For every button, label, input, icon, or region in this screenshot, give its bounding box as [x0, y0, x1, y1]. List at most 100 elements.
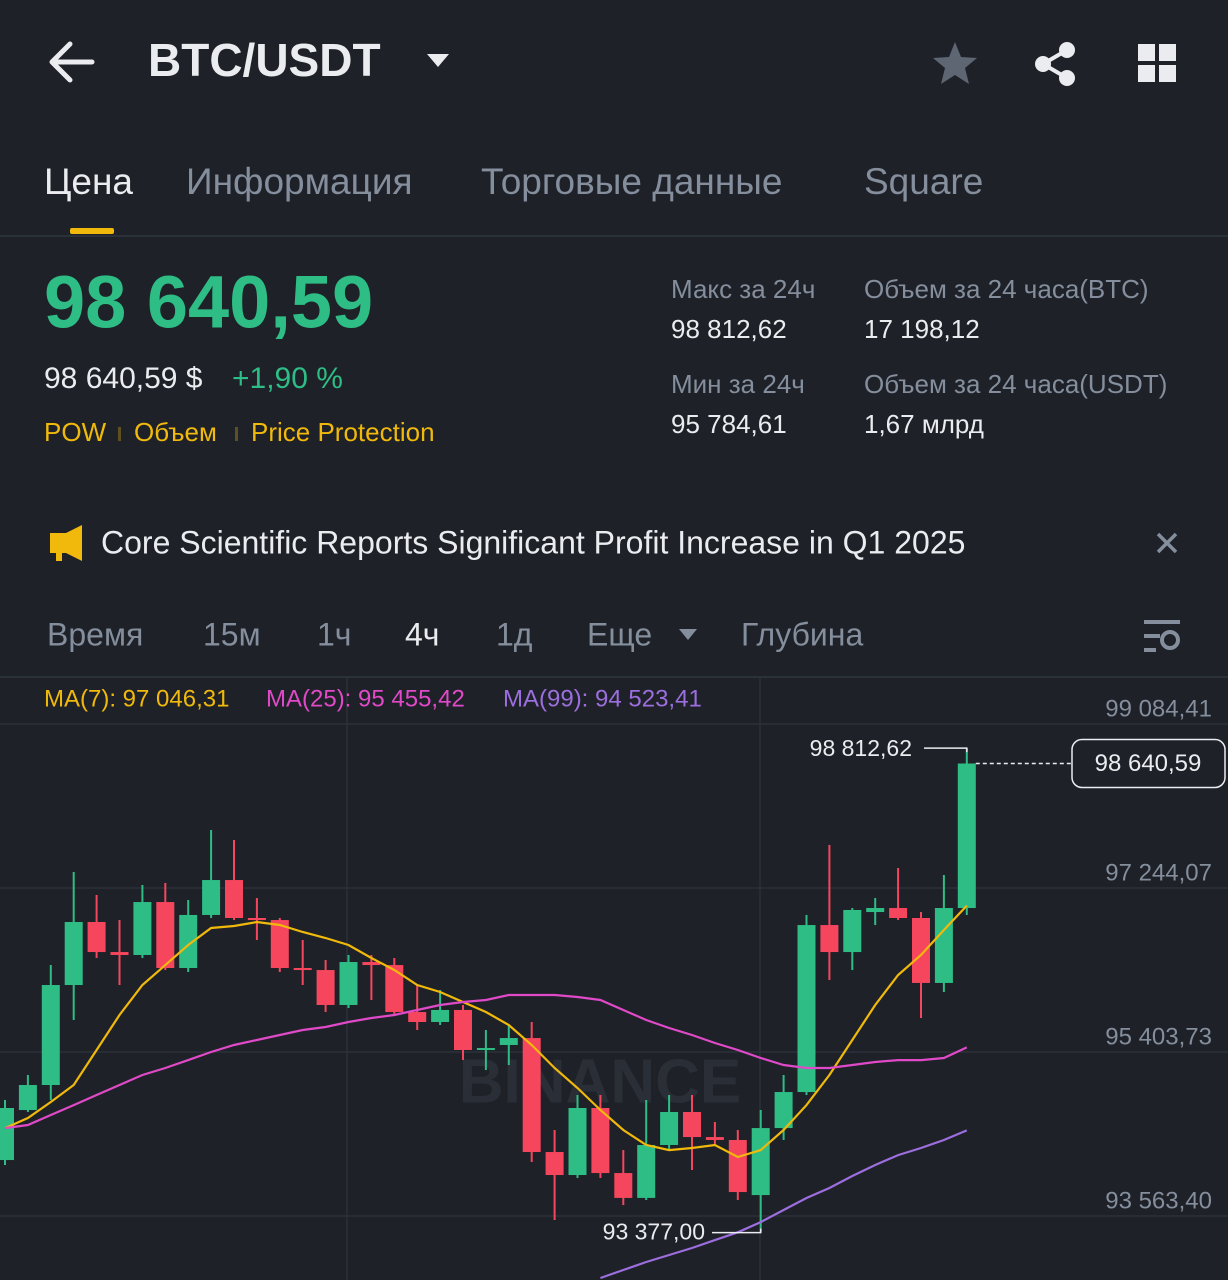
high-label: 98 812,62	[810, 735, 912, 761]
candle-body	[545, 1152, 564, 1176]
candle-body	[431, 1009, 450, 1022]
candle-body	[637, 1144, 656, 1198]
candle-body	[225, 880, 243, 918]
candle-body	[683, 1112, 701, 1138]
y-tick-label: 97 244,07	[1105, 859, 1212, 886]
interval[interactable]: 15м	[203, 616, 261, 652]
tab[interactable]: Square	[864, 161, 983, 202]
tab[interactable]: Торговые данные	[481, 161, 782, 202]
chart	[0, 723, 1228, 1280]
candle-body	[408, 1012, 427, 1022]
candle-body	[454, 1009, 472, 1050]
tag[interactable]: Price Protection	[251, 417, 435, 447]
stat-value: 98 812,62	[671, 314, 787, 344]
low-label: 93 377,00	[603, 1219, 705, 1245]
stat-value: 95 784,61	[671, 409, 787, 439]
candle-body	[614, 1173, 633, 1198]
favorite-star[interactable]	[933, 42, 977, 84]
news-icon	[50, 525, 82, 561]
candle-body	[202, 880, 221, 915]
candle-body	[797, 925, 816, 1093]
candle-body	[339, 962, 358, 1005]
tab[interactable]: Информация	[186, 161, 413, 202]
candle-body	[591, 1108, 610, 1174]
candle-body	[568, 1108, 587, 1176]
interval[interactable]: Время	[47, 616, 143, 652]
candle-body	[866, 908, 885, 913]
last-price: 98 640,59	[44, 261, 373, 344]
layout-cell	[1138, 65, 1155, 82]
candle-body	[522, 1038, 541, 1153]
ma-line	[4, 904, 968, 1159]
news-close[interactable]	[1156, 532, 1178, 554]
stat-label: Объем за 24 часа(USDT)	[864, 369, 1167, 399]
stat-label: Объем за 24 часа(BTC)	[864, 274, 1149, 304]
stat-value: 17 198,12	[864, 314, 980, 344]
more-dropdown[interactable]	[679, 629, 697, 640]
pair-title[interactable]: BTC/USDT	[148, 34, 381, 86]
stat-label: Мин за 24ч	[671, 369, 805, 399]
legend-entry: MA(25): 95 455,42	[266, 685, 465, 712]
candle-body	[41, 985, 60, 1086]
layout-button[interactable]	[1138, 44, 1176, 82]
candle-body	[476, 1048, 495, 1051]
layout-cell	[1138, 44, 1155, 61]
candle-body	[18, 1085, 37, 1111]
interval[interactable]: 1ч	[317, 616, 351, 652]
candle-body	[820, 925, 839, 953]
candle-body	[362, 962, 381, 966]
candle-body	[247, 917, 266, 921]
interval[interactable]: 1д	[496, 616, 533, 652]
back-button[interactable]	[49, 41, 95, 83]
share-button[interactable]	[1035, 42, 1075, 86]
candle-body	[293, 967, 312, 971]
candle-body	[87, 922, 106, 953]
candle-body	[774, 1092, 793, 1129]
ma-line	[600, 1129, 968, 1280]
candle-body	[728, 1139, 747, 1193]
candle-body	[499, 1038, 518, 1045]
stat-label: Макс за 24ч	[671, 274, 815, 304]
legend-entry: MA(7): 97 046,31	[44, 685, 229, 712]
interval[interactable]: 4ч	[405, 616, 439, 652]
candle-body	[156, 902, 175, 968]
usd-price: 98 640,59 $	[44, 362, 203, 395]
interval[interactable]: Глубина	[741, 616, 863, 652]
y-tick-label: 99 084,41	[1105, 695, 1212, 722]
candle-body	[385, 965, 404, 1013]
tab[interactable]: Цена	[44, 161, 133, 202]
tag[interactable]: POW	[44, 417, 107, 447]
layout-cell	[1159, 44, 1176, 61]
layout-cell	[1159, 65, 1176, 82]
candle-body	[889, 908, 908, 918]
candle-body	[705, 1137, 724, 1140]
back-icon	[49, 41, 95, 83]
tab-indicator	[70, 228, 114, 234]
candle-body	[934, 908, 953, 983]
y-tick-label: 95 403,73	[1105, 1023, 1212, 1050]
share-lines	[1039, 48, 1069, 80]
ma-line	[4, 993, 968, 1130]
pair-dropdown[interactable]	[427, 54, 449, 67]
candle-body	[0, 1108, 14, 1161]
tag-separator	[235, 427, 238, 441]
candle-body	[912, 917, 930, 983]
chart-settings[interactable]	[1144, 620, 1180, 652]
stat-value: 1,67 млрд	[864, 409, 984, 439]
news-text[interactable]: Core Scientific Reports Significant Prof…	[101, 524, 965, 560]
interval[interactable]: Еще	[587, 616, 652, 652]
candle-body	[957, 763, 976, 909]
y-tick-label: 93 563,40	[1105, 1187, 1212, 1214]
candle-body	[64, 922, 83, 986]
candle-body	[133, 902, 152, 955]
settings-lines	[1144, 620, 1180, 652]
price-change: +1,90 %	[232, 362, 343, 395]
tag-separator	[118, 427, 121, 441]
settings-gear	[1160, 630, 1180, 650]
candle-body	[751, 1128, 770, 1196]
tag[interactable]: Объем	[134, 417, 217, 447]
